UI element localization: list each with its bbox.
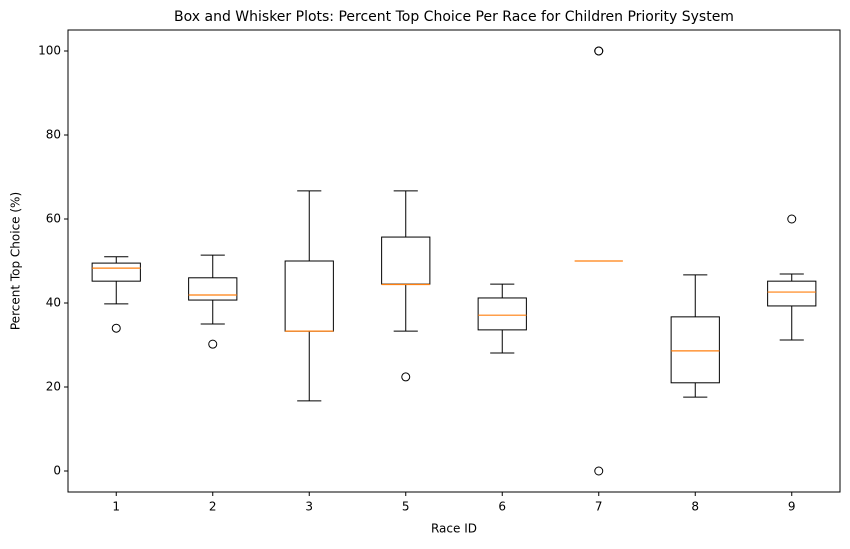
y-tick-label: 0 [53, 464, 61, 478]
y-tick-label: 100 [38, 44, 61, 58]
y-tick-label: 20 [46, 380, 61, 394]
box [477, 297, 527, 331]
box [284, 260, 334, 332]
y-tick-label: 80 [46, 128, 61, 142]
box [670, 316, 720, 384]
plot-frame [67, 29, 841, 493]
y-tick-label: 40 [46, 296, 61, 310]
x-tick-label: 8 [691, 500, 699, 514]
x-tick-label: 3 [305, 500, 313, 514]
outlier [208, 339, 218, 349]
chart-title: Box and Whisker Plots: Percent Top Choic… [174, 9, 734, 25]
outlier [594, 46, 604, 56]
x-tick-label: 5 [402, 500, 410, 514]
x-tick-label: 1 [112, 500, 120, 514]
x-tick-label: 7 [595, 500, 603, 514]
x-tick-label: 9 [788, 500, 796, 514]
box [188, 277, 238, 301]
box [381, 236, 431, 285]
outlier [787, 214, 797, 224]
outlier [111, 323, 121, 333]
x-tick-label: 2 [209, 500, 217, 514]
x-tick-label: 6 [498, 500, 506, 514]
outlier [401, 372, 411, 382]
x-axis-label: Race ID [431, 522, 477, 536]
outlier [594, 466, 604, 476]
y-axis-label: Percent Top Choice (%) [9, 192, 23, 330]
y-tick-label: 60 [46, 212, 61, 226]
box [91, 262, 141, 282]
box [767, 280, 817, 307]
